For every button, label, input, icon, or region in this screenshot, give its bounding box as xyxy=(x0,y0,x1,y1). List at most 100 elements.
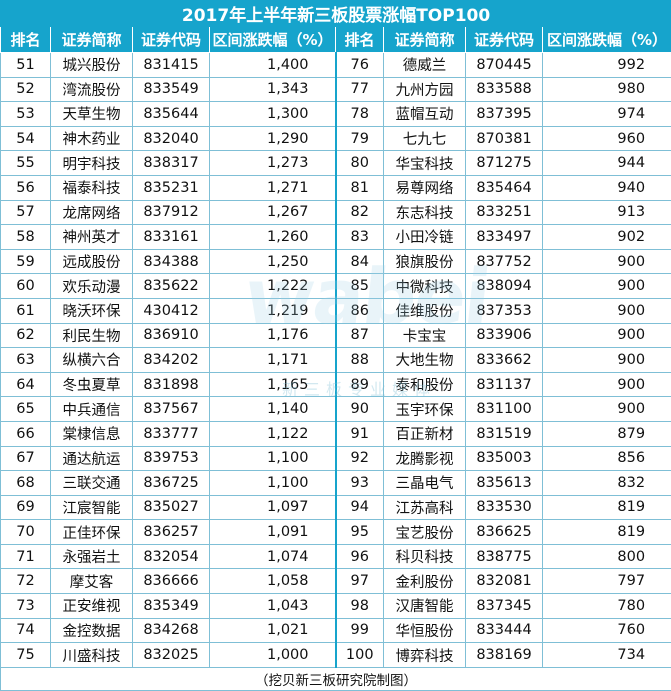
name-cell: 百正新材 xyxy=(384,421,466,446)
rank-cell: 54 xyxy=(1,126,51,151)
change-cell: 944 xyxy=(543,151,671,176)
code-cell: 836910 xyxy=(133,323,210,348)
column-header: 排名 xyxy=(336,27,384,53)
column-header: 区间涨跌幅（%） xyxy=(543,27,671,53)
code-cell: 835027 xyxy=(133,495,210,520)
rank-cell: 69 xyxy=(1,495,51,520)
code-cell: 833777 xyxy=(133,421,210,446)
change-cell: 940 xyxy=(543,175,671,200)
name-cell: 龙席网络 xyxy=(51,200,133,225)
change-cell: 980 xyxy=(543,77,671,102)
change-cell: 1,219 xyxy=(210,298,336,323)
rank-cell: 70 xyxy=(1,520,51,545)
rank-cell: 85 xyxy=(336,274,384,299)
name-cell: 佳维股份 xyxy=(384,298,466,323)
rank-cell: 76 xyxy=(336,53,384,78)
rank-cell: 59 xyxy=(1,249,51,274)
name-cell: 利民生物 xyxy=(51,323,133,348)
name-cell: 龙腾影视 xyxy=(384,446,466,471)
code-cell: 836625 xyxy=(466,520,543,545)
code-cell: 835231 xyxy=(133,175,210,200)
rank-cell: 57 xyxy=(1,200,51,225)
rank-cell: 87 xyxy=(336,323,384,348)
column-header: 证券代码 xyxy=(466,27,543,53)
change-cell: 1,176 xyxy=(210,323,336,348)
name-cell: 华宝科技 xyxy=(384,151,466,176)
code-cell: 834202 xyxy=(133,348,210,373)
rank-cell: 86 xyxy=(336,298,384,323)
rank-cell: 58 xyxy=(1,225,51,250)
name-cell: 川盛科技 xyxy=(51,643,133,668)
column-header: 证券简称 xyxy=(384,27,466,53)
change-cell: 1,260 xyxy=(210,225,336,250)
code-cell: 833444 xyxy=(466,618,543,643)
table-title: 2017年上半年新三板股票涨幅TOP100 xyxy=(1,1,671,27)
code-cell: 831100 xyxy=(466,397,543,422)
rank-cell: 51 xyxy=(1,53,51,78)
rank-cell: 53 xyxy=(1,102,51,127)
code-cell: 835349 xyxy=(133,594,210,619)
change-cell: 1,343 xyxy=(210,77,336,102)
rank-cell: 66 xyxy=(1,421,51,446)
rank-cell: 65 xyxy=(1,397,51,422)
rank-cell: 72 xyxy=(1,569,51,594)
code-cell: 835613 xyxy=(466,471,543,496)
change-cell: 1,300 xyxy=(210,102,336,127)
rank-cell: 88 xyxy=(336,348,384,373)
change-cell: 832 xyxy=(543,471,671,496)
name-cell: 神木药业 xyxy=(51,126,133,151)
name-cell: 汉唐智能 xyxy=(384,594,466,619)
name-cell: 中兵通信 xyxy=(51,397,133,422)
column-header: 证券简称 xyxy=(51,27,133,53)
name-cell: 金利股份 xyxy=(384,569,466,594)
change-cell: 1,091 xyxy=(210,520,336,545)
code-cell: 834268 xyxy=(133,618,210,643)
rank-cell: 68 xyxy=(1,471,51,496)
change-cell: 800 xyxy=(543,544,671,569)
change-cell: 900 xyxy=(543,298,671,323)
name-cell: 狼旗股份 xyxy=(384,249,466,274)
change-cell: 900 xyxy=(543,249,671,274)
name-cell: 大地生物 xyxy=(384,348,466,373)
rank-cell: 83 xyxy=(336,225,384,250)
name-cell: 晓沃环保 xyxy=(51,298,133,323)
change-cell: 1,100 xyxy=(210,446,336,471)
name-cell: 科贝科技 xyxy=(384,544,466,569)
change-cell: 992 xyxy=(543,53,671,78)
rank-cell: 92 xyxy=(336,446,384,471)
name-cell: 正佳环保 xyxy=(51,520,133,545)
change-cell: 1,122 xyxy=(210,421,336,446)
name-cell: 九州方园 xyxy=(384,77,466,102)
code-cell: 871275 xyxy=(466,151,543,176)
name-cell: 冬虫夏草 xyxy=(51,372,133,397)
name-cell: 金控数据 xyxy=(51,618,133,643)
rank-cell: 96 xyxy=(336,544,384,569)
code-cell: 833906 xyxy=(466,323,543,348)
name-cell: 棠棣信息 xyxy=(51,421,133,446)
header-row: 排名证券简称证券代码区间涨跌幅（%）排名证券简称证券代码区间涨跌幅（%） xyxy=(1,27,671,53)
name-cell: 宝艺股份 xyxy=(384,520,466,545)
rank-cell: 90 xyxy=(336,397,384,422)
code-cell: 831415 xyxy=(133,53,210,78)
name-cell: 东志科技 xyxy=(384,200,466,225)
change-cell: 1,400 xyxy=(210,53,336,78)
code-cell: 838775 xyxy=(466,544,543,569)
name-cell: 华恒股份 xyxy=(384,618,466,643)
name-cell: 天草生物 xyxy=(51,102,133,127)
name-cell: 玉宇环保 xyxy=(384,397,466,422)
rank-cell: 79 xyxy=(336,126,384,151)
rank-cell: 94 xyxy=(336,495,384,520)
code-cell: 832054 xyxy=(133,544,210,569)
code-cell: 835644 xyxy=(133,102,210,127)
